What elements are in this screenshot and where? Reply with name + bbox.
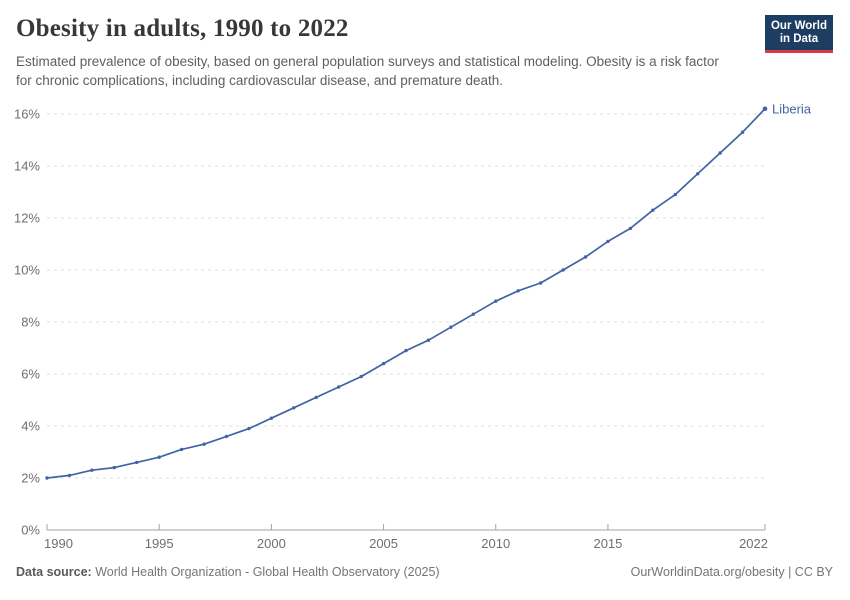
chart-footer: Data source: World Health Organization -… [16, 565, 833, 579]
data-point[interactable] [606, 239, 610, 244]
data-point[interactable] [112, 465, 117, 470]
entity-label[interactable]: Liberia [772, 101, 812, 116]
data-point[interactable] [67, 473, 72, 478]
data-point[interactable] [135, 460, 139, 465]
data-point[interactable] [651, 208, 655, 212]
y-axis-tick-label: 8% [21, 315, 40, 330]
data-point[interactable] [202, 442, 206, 446]
data-point[interactable] [381, 361, 386, 366]
data-point[interactable] [673, 192, 677, 197]
data-point[interactable] [628, 226, 633, 231]
data-source: Data source: World Health Organization -… [16, 565, 440, 579]
y-axis-tick-label: 4% [21, 419, 40, 434]
data-point[interactable] [404, 348, 408, 353]
data-point[interactable] [157, 455, 161, 459]
x-axis-tick-label: 2015 [593, 536, 622, 551]
data-point[interactable] [314, 395, 318, 400]
data-point[interactable] [292, 406, 296, 410]
x-axis-tick-label: 1990 [44, 536, 73, 551]
data-point[interactable] [449, 325, 453, 329]
data-point[interactable] [740, 130, 745, 134]
data-point[interactable] [516, 289, 520, 293]
x-axis-tick-label: 2000 [257, 536, 286, 551]
owid-logo-line1: Our World [770, 20, 827, 32]
y-axis-tick-label: 12% [14, 211, 40, 226]
owid-link[interactable]: OurWorldinData.org/obesity | CC BY [630, 565, 833, 579]
y-axis-tick-label: 16% [14, 107, 40, 122]
y-axis-tick-label: 14% [14, 159, 40, 174]
data-point[interactable] [695, 172, 700, 176]
data-point[interactable] [269, 416, 274, 420]
data-point[interactable] [247, 426, 251, 431]
data-source-label: Data source: [16, 565, 92, 579]
data-point[interactable] [179, 447, 184, 452]
data-point[interactable] [718, 151, 722, 155]
owid-logo: Our World in Data [764, 15, 833, 53]
data-point[interactable] [45, 476, 49, 480]
series-line [46, 107, 766, 479]
x-axis-tick-label: 1995 [145, 536, 174, 551]
data-point[interactable] [359, 374, 363, 379]
page-title: Obesity in adults, 1990 to 2022 [16, 15, 349, 42]
data-point[interactable] [336, 385, 341, 389]
data-point[interactable] [224, 434, 229, 439]
y-axis-tick-label: 2% [21, 471, 40, 486]
data-point[interactable] [583, 255, 588, 259]
x-axis-tick-label: 2022 [739, 536, 768, 551]
data-point[interactable] [538, 281, 543, 285]
data-point[interactable] [561, 268, 565, 272]
y-axis-tick-label: 0% [21, 523, 40, 538]
y-axis-tick-label: 6% [21, 367, 40, 382]
data-point[interactable] [426, 338, 431, 342]
y-axis-tick-label: 10% [14, 263, 40, 278]
data-point[interactable] [494, 299, 498, 303]
data-point[interactable] [471, 312, 476, 316]
x-axis-tick-label: 2010 [481, 536, 510, 551]
data-source-value: World Health Organization - Global Healt… [95, 565, 440, 579]
x-axis-tick-label: 2005 [369, 536, 398, 551]
data-point[interactable] [90, 468, 94, 472]
owid-logo-line2: in Data [779, 33, 819, 45]
chart-subtitle: Estimated prevalence of obesity, based o… [16, 54, 719, 89]
data-point[interactable] [762, 106, 768, 112]
